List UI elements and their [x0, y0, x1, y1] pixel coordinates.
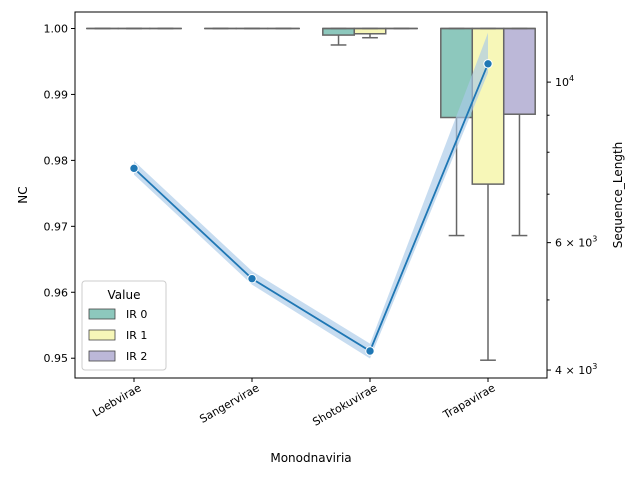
box-body	[354, 28, 385, 33]
legend-swatch	[89, 330, 115, 340]
box-ir-2-trapavirae	[504, 28, 535, 235]
left-tick-label: 0.96	[44, 286, 69, 299]
x-tick-label: Trapavirae	[440, 381, 498, 422]
legend: Value IR 0 IR 1 IR 2	[82, 281, 166, 370]
right-tick-label: 6 × 103	[555, 235, 597, 250]
left-tick-label: 0.99	[44, 88, 69, 101]
x-tick-label: Loebvirae	[90, 381, 143, 419]
left-axis: 0.95 0.96 0.97 0.98 0.99 1.00	[44, 22, 76, 365]
x-tick-label: Shotokuvirae	[310, 381, 379, 429]
sequence-length-line-layer	[130, 33, 492, 359]
right-tick-exponent: 4	[569, 74, 574, 83]
right-tick-label: 104	[555, 74, 574, 89]
line-point-loebvirae	[130, 164, 138, 172]
legend-label: IR 0	[126, 308, 147, 321]
right-axis: 4 × 103 6 × 103 104	[547, 74, 597, 377]
right-tick-exponent: 3	[592, 362, 597, 371]
left-tick-label: 0.95	[44, 352, 69, 365]
right-tick-label: 4 × 103	[555, 362, 597, 377]
y-axis-label-left: NC	[16, 186, 30, 203]
line-point-shotokuvirae	[366, 347, 374, 355]
box-ir-1-shotokuvirae	[354, 28, 385, 37]
x-axis: Loebvirae Sangervirae Shotokuvirae Trapavir…	[90, 378, 497, 429]
legend-label: IR 1	[126, 329, 147, 342]
right-tick-exponent: 3	[592, 235, 597, 244]
legend-swatch	[89, 309, 115, 319]
box-body	[504, 28, 535, 114]
line-point-trapavirae	[484, 60, 492, 68]
legend-label: IR 2	[126, 350, 147, 363]
legend-swatch	[89, 351, 115, 361]
legend-title: Value	[108, 288, 141, 302]
x-axis-label: Monodnaviria	[270, 451, 351, 465]
confidence-band	[134, 33, 488, 359]
left-tick-label: 0.97	[44, 220, 69, 233]
box-ir-0-shotokuvirae	[323, 28, 354, 44]
left-tick-label: 1.00	[44, 22, 69, 35]
left-tick-label: 0.98	[44, 154, 69, 167]
box-body	[323, 28, 354, 35]
line-point-sangervirae	[248, 274, 256, 282]
x-tick-label: Sangervirae	[197, 381, 261, 426]
y-axis-label-right: Sequence_Length	[611, 142, 625, 249]
